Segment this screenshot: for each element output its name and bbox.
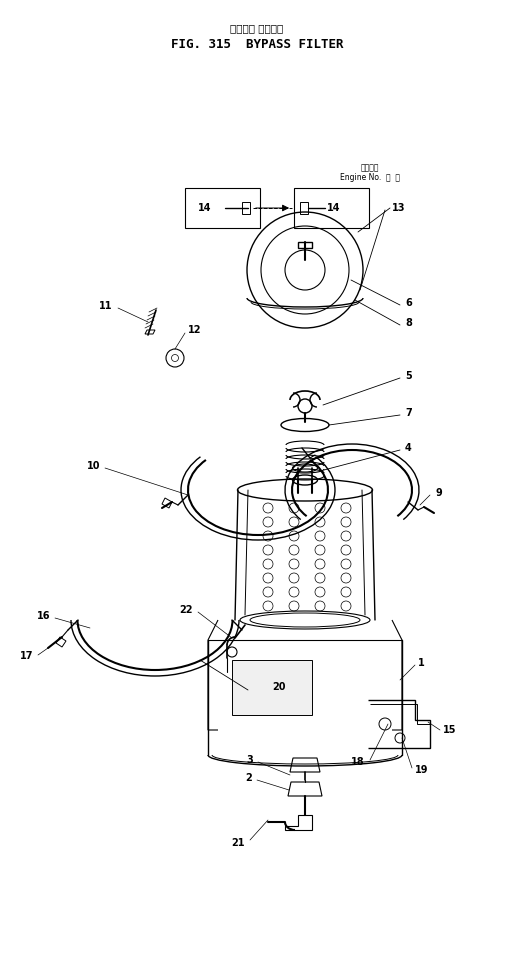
Text: 18: 18 (351, 757, 365, 767)
Text: 7: 7 (405, 408, 412, 418)
Text: 適用号機: 適用号機 (360, 164, 379, 172)
Text: 8: 8 (405, 318, 412, 328)
Text: 16: 16 (37, 611, 50, 621)
Text: 4: 4 (405, 443, 412, 453)
Bar (185, 188, 260, 228)
Text: 13: 13 (392, 203, 405, 213)
Text: 19: 19 (415, 765, 428, 775)
Text: 22: 22 (180, 605, 193, 615)
Bar (232, 660, 312, 715)
Text: 21: 21 (232, 838, 245, 848)
Text: 10: 10 (87, 461, 100, 471)
Text: 17: 17 (20, 651, 33, 661)
Text: 9: 9 (435, 488, 442, 498)
Text: 6: 6 (405, 298, 412, 308)
Text: 2: 2 (245, 773, 252, 783)
Text: 5: 5 (405, 371, 412, 381)
Text: 11: 11 (98, 301, 112, 311)
Text: 20: 20 (272, 682, 285, 692)
Text: 14: 14 (198, 203, 212, 213)
Text: Engine No.  ・  ～: Engine No. ・ ～ (340, 173, 400, 182)
Text: FIG. 315  BYPASS FILTER: FIG. 315 BYPASS FILTER (171, 38, 344, 51)
Text: バイパス フィルタ: バイパス フィルタ (230, 23, 284, 33)
Text: 14: 14 (327, 203, 340, 213)
Bar (294, 188, 369, 228)
Text: 1: 1 (418, 658, 425, 668)
Text: 3: 3 (246, 755, 253, 765)
Text: 15: 15 (443, 725, 456, 735)
Text: 12: 12 (188, 325, 201, 335)
